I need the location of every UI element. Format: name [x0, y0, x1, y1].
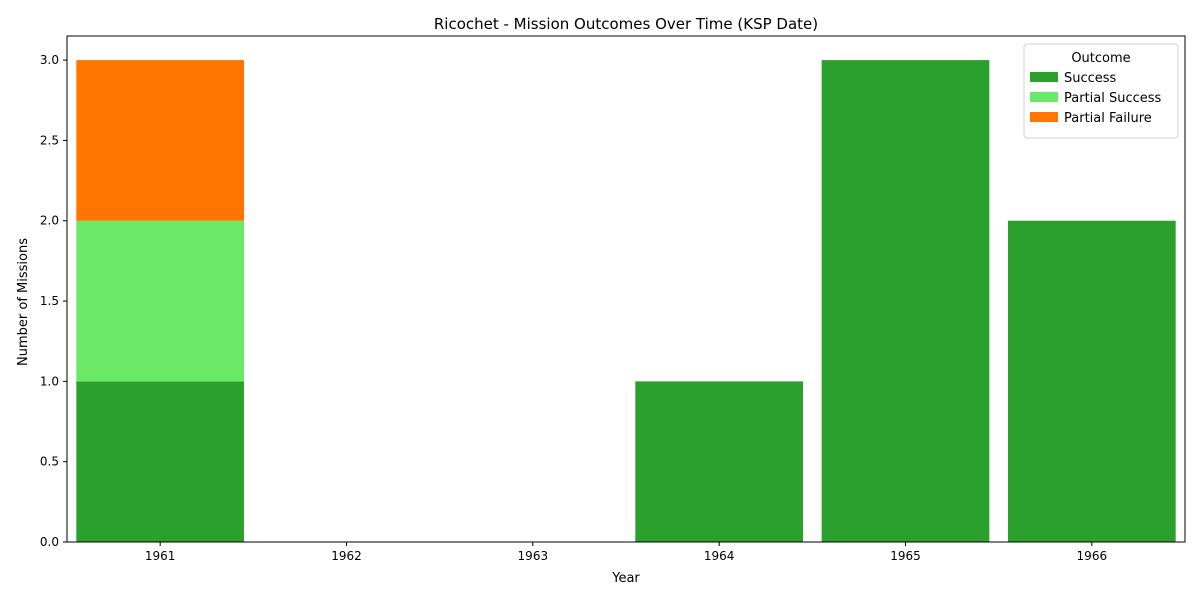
chart-title: Ricochet - Mission Outcomes Over Time (K…	[434, 15, 818, 33]
x-tick-label-1964: 1964	[704, 549, 735, 563]
y-tick-label-1.0: 1.0	[40, 374, 59, 388]
x-tick-label-1962: 1962	[331, 549, 362, 563]
x-tick-label-1965: 1965	[890, 549, 921, 563]
bar-success-1966	[1007, 220, 1176, 543]
legend: Outcome Success Partial Success Partial Fai…	[1023, 43, 1179, 139]
x-tick-label-1966: 1966	[1077, 549, 1108, 563]
y-axis-title: Number of Missions	[16, 238, 31, 366]
plot-frame	[66, 35, 1186, 543]
legend-swatch-partial-failure	[1030, 112, 1058, 122]
bar-success-1965	[821, 60, 990, 542]
legend-label-success: Success	[1064, 71, 1117, 86]
bar-partial-success-1961	[76, 220, 245, 382]
x-tick-label-1961: 1961	[145, 549, 176, 563]
legend-label-partial-success: Partial Success	[1064, 91, 1162, 106]
legend-label-partial-failure: Partial Failure	[1064, 111, 1152, 126]
x-axis-title: Year	[611, 571, 640, 586]
y-tick-label-2.5: 2.5	[40, 133, 59, 147]
x-tick-label-1963: 1963	[518, 549, 549, 563]
bar-success-1961	[76, 381, 245, 542]
legend-title: Outcome	[1071, 51, 1130, 66]
legend-swatch-success	[1030, 72, 1058, 82]
y-tick-label-1.5: 1.5	[40, 294, 59, 308]
y-tick-label-0.5: 0.5	[40, 455, 59, 469]
bar-success-1964	[635, 381, 804, 542]
y-tick-label-0.0: 0.0	[40, 535, 59, 549]
y-tick-label-3.0: 3.0	[40, 53, 59, 67]
y-tick-label-2.0: 2.0	[40, 214, 59, 228]
plot-area: 1961 1962 1963 1964 1965 1966 0.0 0.5 1.0 1.5 2.0 2…	[40, 35, 1186, 563]
bar-partial-failure-1961	[76, 60, 245, 221]
legend-box	[1023, 43, 1179, 139]
legend-swatch-partial-success	[1030, 92, 1058, 102]
